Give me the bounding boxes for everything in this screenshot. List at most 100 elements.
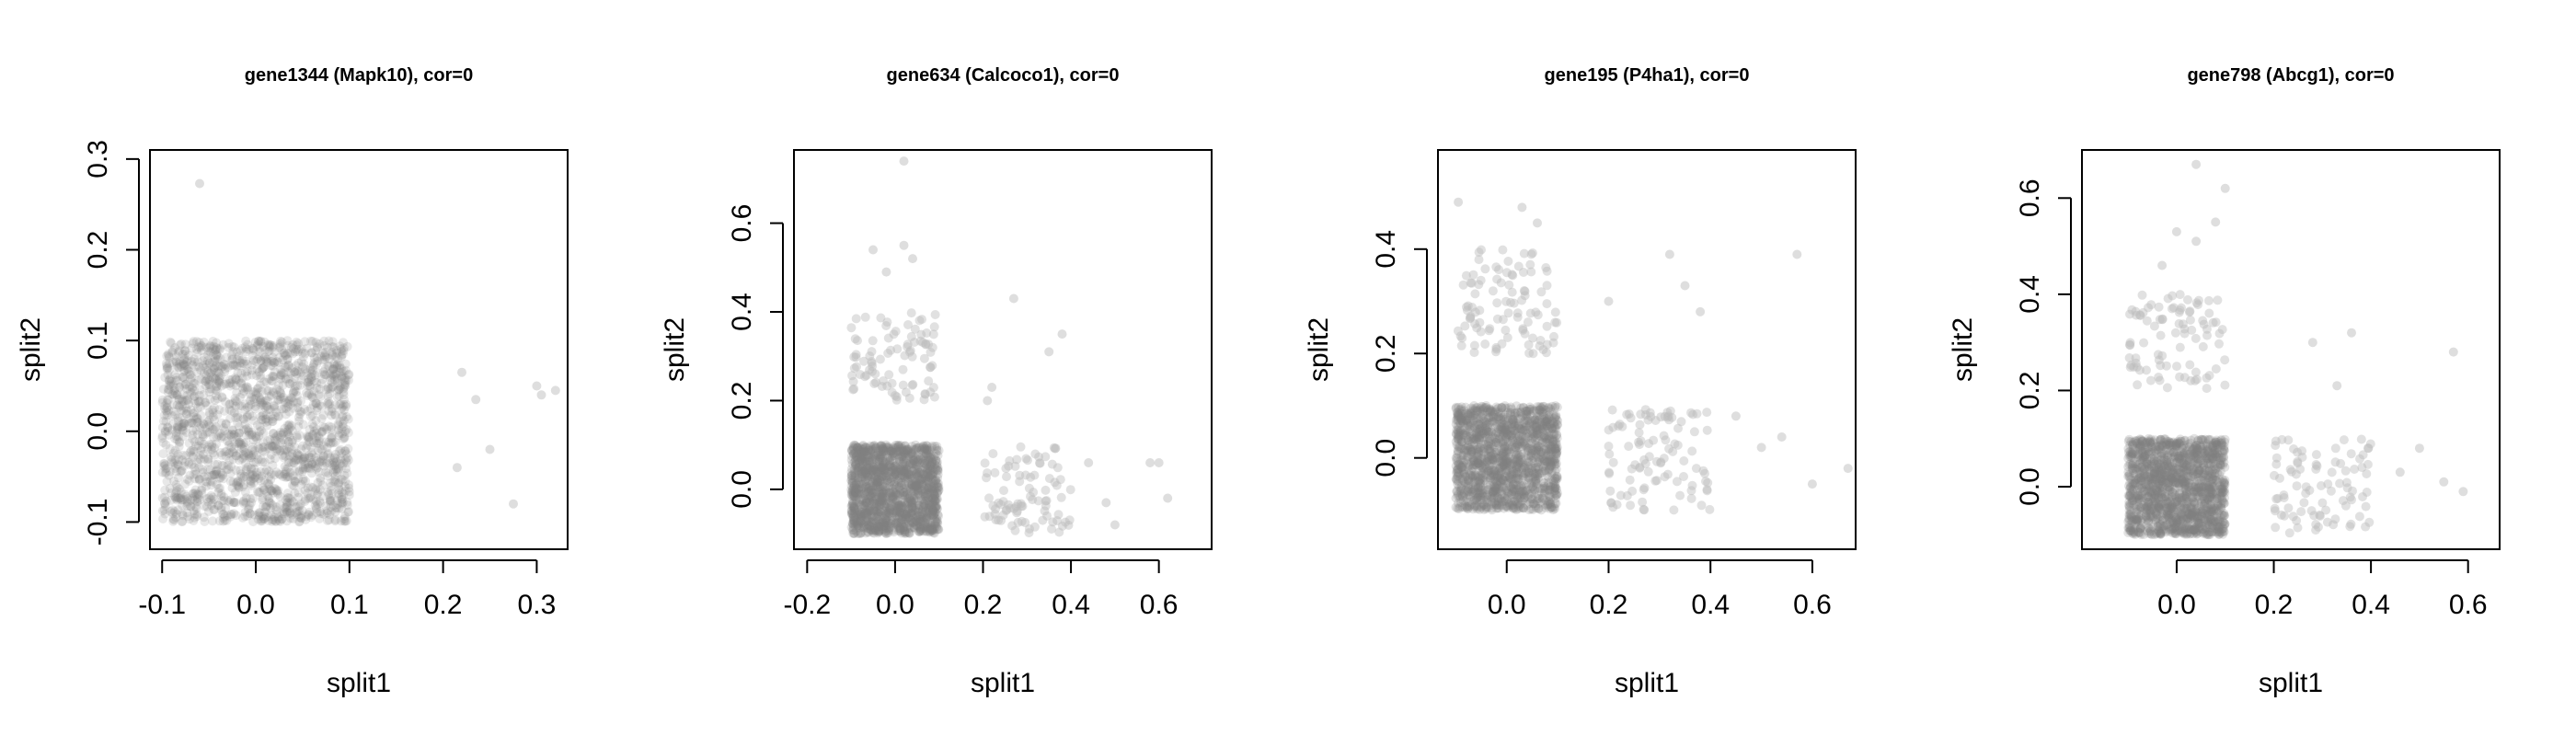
scatter-point [907, 478, 917, 489]
scatter-point [1519, 422, 1529, 432]
scatter-point [1540, 431, 1550, 442]
scatter-point [1456, 414, 1466, 424]
scatter-point [927, 484, 937, 494]
scatter-point [212, 381, 222, 391]
scatter-point [325, 453, 335, 463]
scatter-point [923, 451, 933, 461]
scatter-point [852, 517, 862, 527]
scatter-point [302, 368, 312, 378]
scatter-point [923, 489, 932, 499]
scatter-point [185, 470, 195, 480]
scatter-point [192, 497, 202, 507]
scatter-point [293, 474, 304, 484]
scatter-point [237, 359, 247, 369]
scatter-point [1549, 478, 1559, 489]
scatter-point [170, 492, 180, 502]
x-tick-label: 0.0 [876, 590, 914, 620]
scatter-point [339, 458, 349, 468]
scatter-point [895, 523, 905, 533]
scatter-point [892, 471, 903, 481]
scatter-point [255, 421, 265, 431]
scatter-point [869, 528, 880, 538]
scatter-point [227, 483, 237, 493]
scatter-point [864, 445, 873, 455]
scatter-point [920, 506, 930, 516]
scatter-point [214, 345, 224, 355]
scatter-point [1455, 491, 1465, 501]
scatter-point [178, 418, 189, 428]
scatter-point [328, 363, 339, 374]
scatter-point [878, 489, 888, 498]
scatter-point [898, 501, 908, 512]
scatter-point [1500, 446, 1510, 456]
scatter-point [1464, 501, 1474, 512]
scatter-point [323, 383, 333, 393]
scatter-point [285, 509, 295, 519]
scatter-point [290, 477, 300, 487]
scatter-point [192, 417, 202, 427]
scatter-point [1474, 477, 1484, 487]
scatter-point [173, 424, 183, 434]
scatter-point [1512, 462, 1522, 471]
scatter-point [1471, 434, 1481, 444]
scatter-point [914, 514, 924, 524]
scatter-point [1519, 418, 1529, 428]
scatter-point [339, 516, 350, 526]
scatter-point [275, 392, 285, 402]
scatter-point [933, 518, 943, 528]
scatter-point [1534, 468, 1544, 478]
scatter-point [277, 514, 287, 524]
scatter-point [882, 511, 891, 520]
scatter-point [184, 414, 194, 424]
scatter-point [227, 447, 237, 457]
scatter-point [922, 483, 932, 493]
scatter-point [162, 395, 172, 405]
scatter-point [1454, 409, 1463, 420]
scatter-point [1505, 500, 1515, 511]
scatter-point [929, 489, 939, 500]
scatter-point [862, 459, 872, 469]
scatter-point [848, 503, 858, 513]
scatter-point [452, 463, 462, 473]
scatter-point [1462, 415, 1472, 425]
scatter-point [1101, 498, 1111, 508]
scatter-point [922, 523, 931, 533]
scatter-point [1512, 455, 1522, 466]
scatter-point [923, 504, 933, 514]
scatter-point [905, 491, 915, 501]
scatter-point [1542, 471, 1552, 481]
scatter-point [247, 465, 257, 475]
scatter-point [901, 445, 911, 455]
scatter-point [270, 401, 279, 411]
scatter-point [1496, 408, 1506, 418]
scatter-point [924, 523, 934, 533]
scatter-point [307, 459, 317, 469]
scatter-point [1497, 486, 1507, 496]
scatter-point [271, 436, 282, 446]
scatter-point [848, 492, 858, 501]
scatter-point [268, 417, 278, 426]
scatter-point [903, 482, 914, 492]
scatter-point [1035, 458, 1044, 468]
scatter-point [1012, 454, 1022, 465]
scatter-point [922, 476, 932, 486]
scatter-point [1547, 456, 1558, 466]
scatter-point [907, 491, 917, 501]
scatter-point [294, 466, 305, 477]
scatter-point [188, 419, 198, 428]
scatter-point [198, 356, 208, 366]
scatter-point [846, 467, 857, 477]
scatter-point [177, 422, 187, 432]
scatter-point [891, 489, 902, 499]
scatter-point [330, 454, 340, 464]
scatter-point [232, 432, 242, 443]
scatter-point [864, 443, 874, 454]
scatter-point [914, 474, 925, 484]
scatter-point [1512, 408, 1523, 418]
scatter-point [309, 376, 319, 386]
scatter-point [331, 449, 340, 459]
scatter-point [1033, 496, 1043, 506]
scatter-point [164, 352, 174, 362]
scatter-point [909, 477, 919, 488]
scatter-point [1484, 455, 1494, 466]
